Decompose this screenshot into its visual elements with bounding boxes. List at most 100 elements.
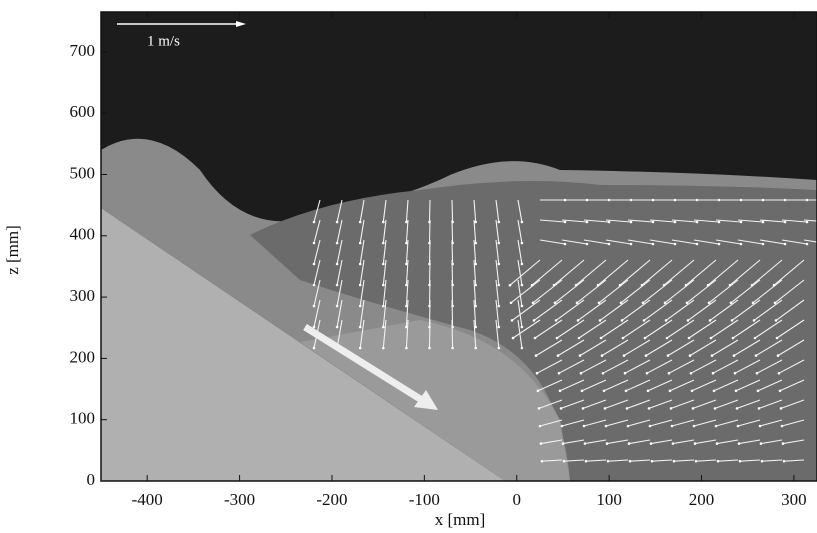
vector-head: [620, 319, 624, 322]
vector: [685, 259, 717, 286]
vector: [736, 399, 761, 409]
vector: [774, 279, 805, 304]
vector: [313, 239, 321, 265]
vector-head: [536, 389, 540, 393]
vector: [651, 459, 673, 462]
vector: [753, 299, 783, 321]
vector: [713, 379, 739, 392]
vector: [605, 419, 629, 427]
vector: [663, 259, 695, 286]
vector-head: [651, 220, 655, 224]
vector-head: [335, 325, 339, 329]
vector: [646, 359, 673, 374]
vector: [359, 239, 365, 265]
vector-head: [750, 283, 754, 287]
vector: [495, 299, 500, 328]
vector-head: [575, 301, 579, 305]
vector: [531, 259, 563, 286]
vector-head: [776, 354, 780, 357]
vector: [313, 279, 321, 307]
vector-head: [618, 283, 622, 287]
vector-head: [712, 389, 716, 393]
vector-head: [335, 241, 339, 245]
vector-head: [649, 442, 653, 445]
vector: [734, 359, 761, 374]
vector: [336, 319, 343, 349]
vector: [451, 319, 454, 349]
vector: [583, 219, 610, 223]
flow-image: 1 m/s: [101, 12, 817, 481]
vector: [517, 199, 523, 223]
vector: [540, 439, 563, 445]
vector-head: [558, 389, 562, 393]
vector-head: [559, 407, 563, 410]
vector: [781, 239, 808, 245]
vector-head: [805, 242, 809, 246]
y-tick-label: 0: [87, 470, 96, 489]
velocity-vectors: [312, 198, 817, 463]
vector-head: [358, 262, 362, 266]
vector: [473, 259, 477, 286]
vector-head: [773, 301, 777, 305]
vector: [428, 319, 431, 349]
vector-head: [710, 354, 714, 357]
vector-head: [738, 459, 742, 463]
vector: [539, 219, 566, 223]
vector-head: [774, 319, 778, 322]
vector-head: [578, 354, 582, 357]
vector-head: [665, 336, 669, 340]
vector: [579, 339, 607, 357]
vector: [707, 259, 739, 286]
vector: [752, 279, 783, 304]
vector: [759, 419, 783, 427]
x-tick-label: -300: [224, 490, 255, 509]
vector: [710, 319, 739, 339]
vector-head: [627, 442, 631, 445]
vector: [711, 339, 739, 357]
vector-head: [781, 442, 785, 445]
vector-head: [783, 220, 787, 224]
vector: [382, 319, 387, 349]
vector-head: [758, 424, 762, 428]
vector-head: [358, 241, 362, 245]
vector: [575, 259, 607, 286]
vector: [604, 399, 629, 409]
vector: [649, 419, 673, 427]
y-tick-label: 200: [70, 347, 96, 366]
vector-head: [556, 354, 560, 357]
vector-head: [530, 283, 534, 287]
vector-head: [755, 371, 759, 375]
vector-head: [729, 301, 733, 305]
vector-head: [716, 459, 720, 463]
vector-head: [312, 325, 316, 329]
vector-head: [532, 319, 536, 322]
vector: [473, 219, 477, 244]
vector-head: [312, 220, 316, 224]
vector-head: [650, 459, 654, 463]
vector-head: [312, 283, 316, 287]
vector: [541, 459, 563, 462]
vector: [405, 319, 409, 349]
vector-head: [520, 262, 524, 266]
vector: [690, 359, 717, 374]
vector-head: [684, 283, 688, 287]
vector-head: [606, 459, 610, 463]
vector: [584, 439, 607, 445]
vector: [673, 459, 695, 462]
vector-head: [623, 371, 627, 375]
vector-head: [576, 319, 580, 322]
vector: [359, 259, 365, 286]
vector: [709, 299, 739, 321]
vector-head: [382, 325, 385, 329]
vector: [313, 299, 321, 328]
vector: [601, 339, 629, 357]
vector: [693, 419, 717, 427]
vector-head: [335, 304, 339, 308]
vector-head: [645, 371, 649, 375]
vector-head: [685, 301, 689, 305]
y-tick-label: 600: [70, 102, 96, 121]
vector-head: [730, 319, 734, 322]
x-tick-label: 0: [512, 490, 521, 509]
vector-head: [534, 354, 538, 357]
vector: [665, 299, 695, 321]
